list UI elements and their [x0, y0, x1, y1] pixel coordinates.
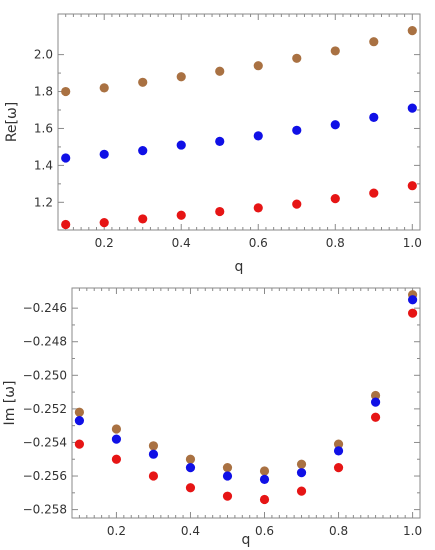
upper-y-tick-label: 1.2: [34, 195, 53, 209]
upper-series-1-point: [407, 26, 417, 36]
upper-plot-frame: [57, 13, 421, 231]
upper-series-2-point: [99, 149, 109, 159]
lower-series-1-point: [74, 407, 85, 417]
lower-series-1-point: [111, 424, 122, 434]
upper-series-3-point: [176, 210, 186, 220]
upper-series-3-point: [253, 203, 263, 213]
upper-series-2-point: [253, 131, 263, 141]
lower-series-2-point: [259, 474, 270, 484]
lower-series-1-point: [333, 439, 344, 449]
upper-series-2-point: [330, 120, 340, 130]
upper-series-3-point: [215, 206, 225, 217]
upper-series-2-point: [215, 136, 225, 146]
upper-series-3-point: [407, 181, 417, 191]
upper-series-3-point: [61, 219, 71, 230]
lower-y-tick-label: −0.250: [23, 368, 67, 382]
lower-chart: 0.2 0.4 0.6 0.8 1.0 −0.258 −0.256 −0.254 −0.252 −…: [2, 287, 422, 548]
lower-series-2-point: [74, 416, 85, 426]
lower-series-3-point: [222, 491, 233, 501]
upper-y-tick-label: 2.0: [34, 48, 53, 62]
lower-y-tick-label: −0.256: [23, 469, 67, 483]
upper-x-axis-label: q: [235, 259, 244, 275]
upper-series-3-point: [369, 188, 379, 198]
upper-x-tick-label: 1.0: [403, 236, 422, 250]
lower-series-1-point: [185, 454, 196, 464]
upper-y-tick-label: 1.8: [34, 85, 53, 99]
lower-x-tick-label: 0.6: [255, 524, 274, 538]
upper-x-tick-label: 0.2: [95, 236, 114, 250]
lower-x-tick-label: 1.0: [403, 524, 422, 538]
upper-series-1-point: [215, 66, 225, 76]
lower-x-tick-label: 0.2: [107, 524, 126, 538]
upper-series-1-point: [138, 77, 148, 87]
lower-x-axis-label: q: [242, 532, 251, 548]
lower-series-1-point: [222, 463, 233, 473]
upper-series-1-point: [99, 83, 109, 93]
lower-y-tick-label: −0.254: [23, 435, 67, 449]
lower-series-3-point: [111, 454, 122, 464]
lower-series-3-point: [185, 483, 196, 493]
lower-y-tick-label: −0.252: [23, 402, 67, 416]
lower-x-tick-label: 0.8: [329, 524, 348, 538]
lower-series-2-point: [407, 295, 418, 305]
lower-series-2-point: [333, 446, 344, 456]
upper-series-3-point: [99, 218, 109, 228]
lower-series-2-point: [296, 468, 307, 478]
upper-series-2-point: [176, 140, 186, 150]
lower-x-tick-label: 0.4: [181, 524, 200, 538]
lower-series-2-point: [370, 397, 381, 407]
upper-y-tick-label: 1.6: [34, 121, 53, 135]
lower-y-tick-label: −0.258: [23, 503, 67, 517]
upper-series-1-point: [253, 61, 263, 71]
lower-series-2-point: [148, 449, 159, 459]
lower-series-1-point: [296, 459, 307, 469]
lower-series-3-point: [407, 308, 418, 318]
lower-series-2-point: [185, 463, 196, 473]
upper-chart: 0.2 0.4 0.6 0.8 1.0 1.2 1.4 1.6 1.8 2.0 q Re[ω]: [4, 13, 422, 275]
lower-series-3-point: [148, 471, 159, 481]
lower-series-3-point: [333, 463, 344, 473]
lower-series-3-point: [296, 486, 307, 496]
upper-series-1-point: [61, 86, 71, 97]
lower-y-axis-label: Im [ω]: [2, 381, 18, 426]
upper-y-axis-label: Re[ω]: [4, 102, 20, 142]
upper-series-2-point: [138, 146, 148, 156]
upper-x-tick-label: 0.4: [172, 236, 191, 250]
lower-series-3-point: [74, 439, 85, 449]
upper-series-1-point: [176, 72, 186, 82]
upper-y-tick-label: 1.4: [34, 158, 53, 172]
lower-y-tick-label: −0.248: [23, 335, 67, 349]
upper-x-tick-label: 0.6: [249, 236, 268, 250]
upper-series-3-point: [330, 194, 340, 204]
lower-series-1-point: [370, 390, 381, 401]
upper-series-1-point: [330, 46, 340, 56]
upper-series-3-point: [292, 199, 302, 209]
lower-series-1-point: [148, 441, 159, 451]
lower-series-1-point: [259, 466, 270, 476]
lower-series-3-point: [370, 412, 381, 422]
upper-series-1-point: [292, 53, 302, 63]
upper-series-2-point: [292, 125, 302, 135]
lower-series-2-point: [111, 434, 122, 444]
lower-plot-frame: [71, 287, 421, 519]
upper-series-3-point: [138, 214, 148, 224]
lower-series-3-point: [259, 494, 270, 505]
upper-series-2-point: [61, 153, 71, 163]
upper-x-tick-label: 0.8: [326, 236, 345, 250]
upper-series-1-point: [369, 37, 379, 47]
lower-series-2-point: [222, 471, 233, 481]
lower-y-tick-label: −0.246: [23, 301, 67, 315]
upper-series-2-point: [369, 112, 379, 122]
upper-series-2-point: [407, 103, 417, 113]
